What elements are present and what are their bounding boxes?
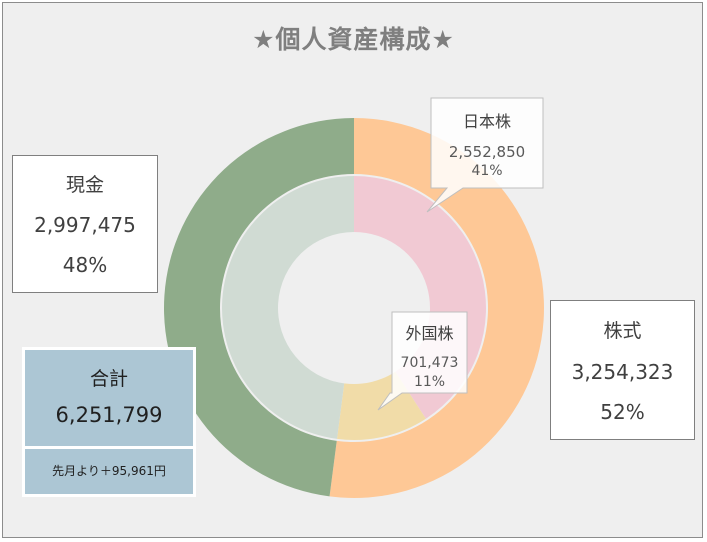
cash-label: 現金 [65, 174, 104, 196]
stock-label: 株式 [603, 320, 642, 342]
japan-stock-label: 日本株 [462, 112, 511, 131]
cash-label-box: 現金 2,997,475 48% [12, 155, 158, 293]
total-change: 先月より＋95,961円 [25, 449, 193, 494]
total-value: 6,251,799 [55, 403, 163, 427]
japan-stock-value: 2,552,850 [448, 143, 526, 161]
total-box: 合計 6,251,799 先月より＋95,961円 [22, 347, 196, 497]
outer-ring [163, 118, 544, 498]
inner-ring [221, 176, 486, 440]
stock-label-box: 株式 3,254,323 52% [550, 300, 695, 440]
chart-title: ★個人資産構成★ [252, 25, 455, 54]
foreign-stock-callout [377, 311, 468, 411]
cash-value: 2,997,475 [34, 213, 136, 237]
callouts [377, 97, 544, 411]
stock-percent: 52% [600, 400, 645, 424]
slice-cash [163, 118, 354, 497]
stock-value: 3,254,323 [571, 360, 674, 384]
slice-cash-inner [221, 176, 354, 439]
cash-percent: 48% [62, 253, 108, 277]
slice-stocks [329, 118, 544, 498]
total-summary: 合計 6,251,799 [25, 350, 193, 446]
total-label: 合計 [89, 368, 128, 390]
japan-stock-callout [426, 97, 544, 213]
foreign-stock-label: 外国株 [405, 324, 454, 343]
foreign-stock-percent: 11% [413, 374, 446, 390]
foreign-stock-value: 701,473 [400, 355, 459, 371]
japan-stock-percent: 41% [471, 163, 503, 179]
